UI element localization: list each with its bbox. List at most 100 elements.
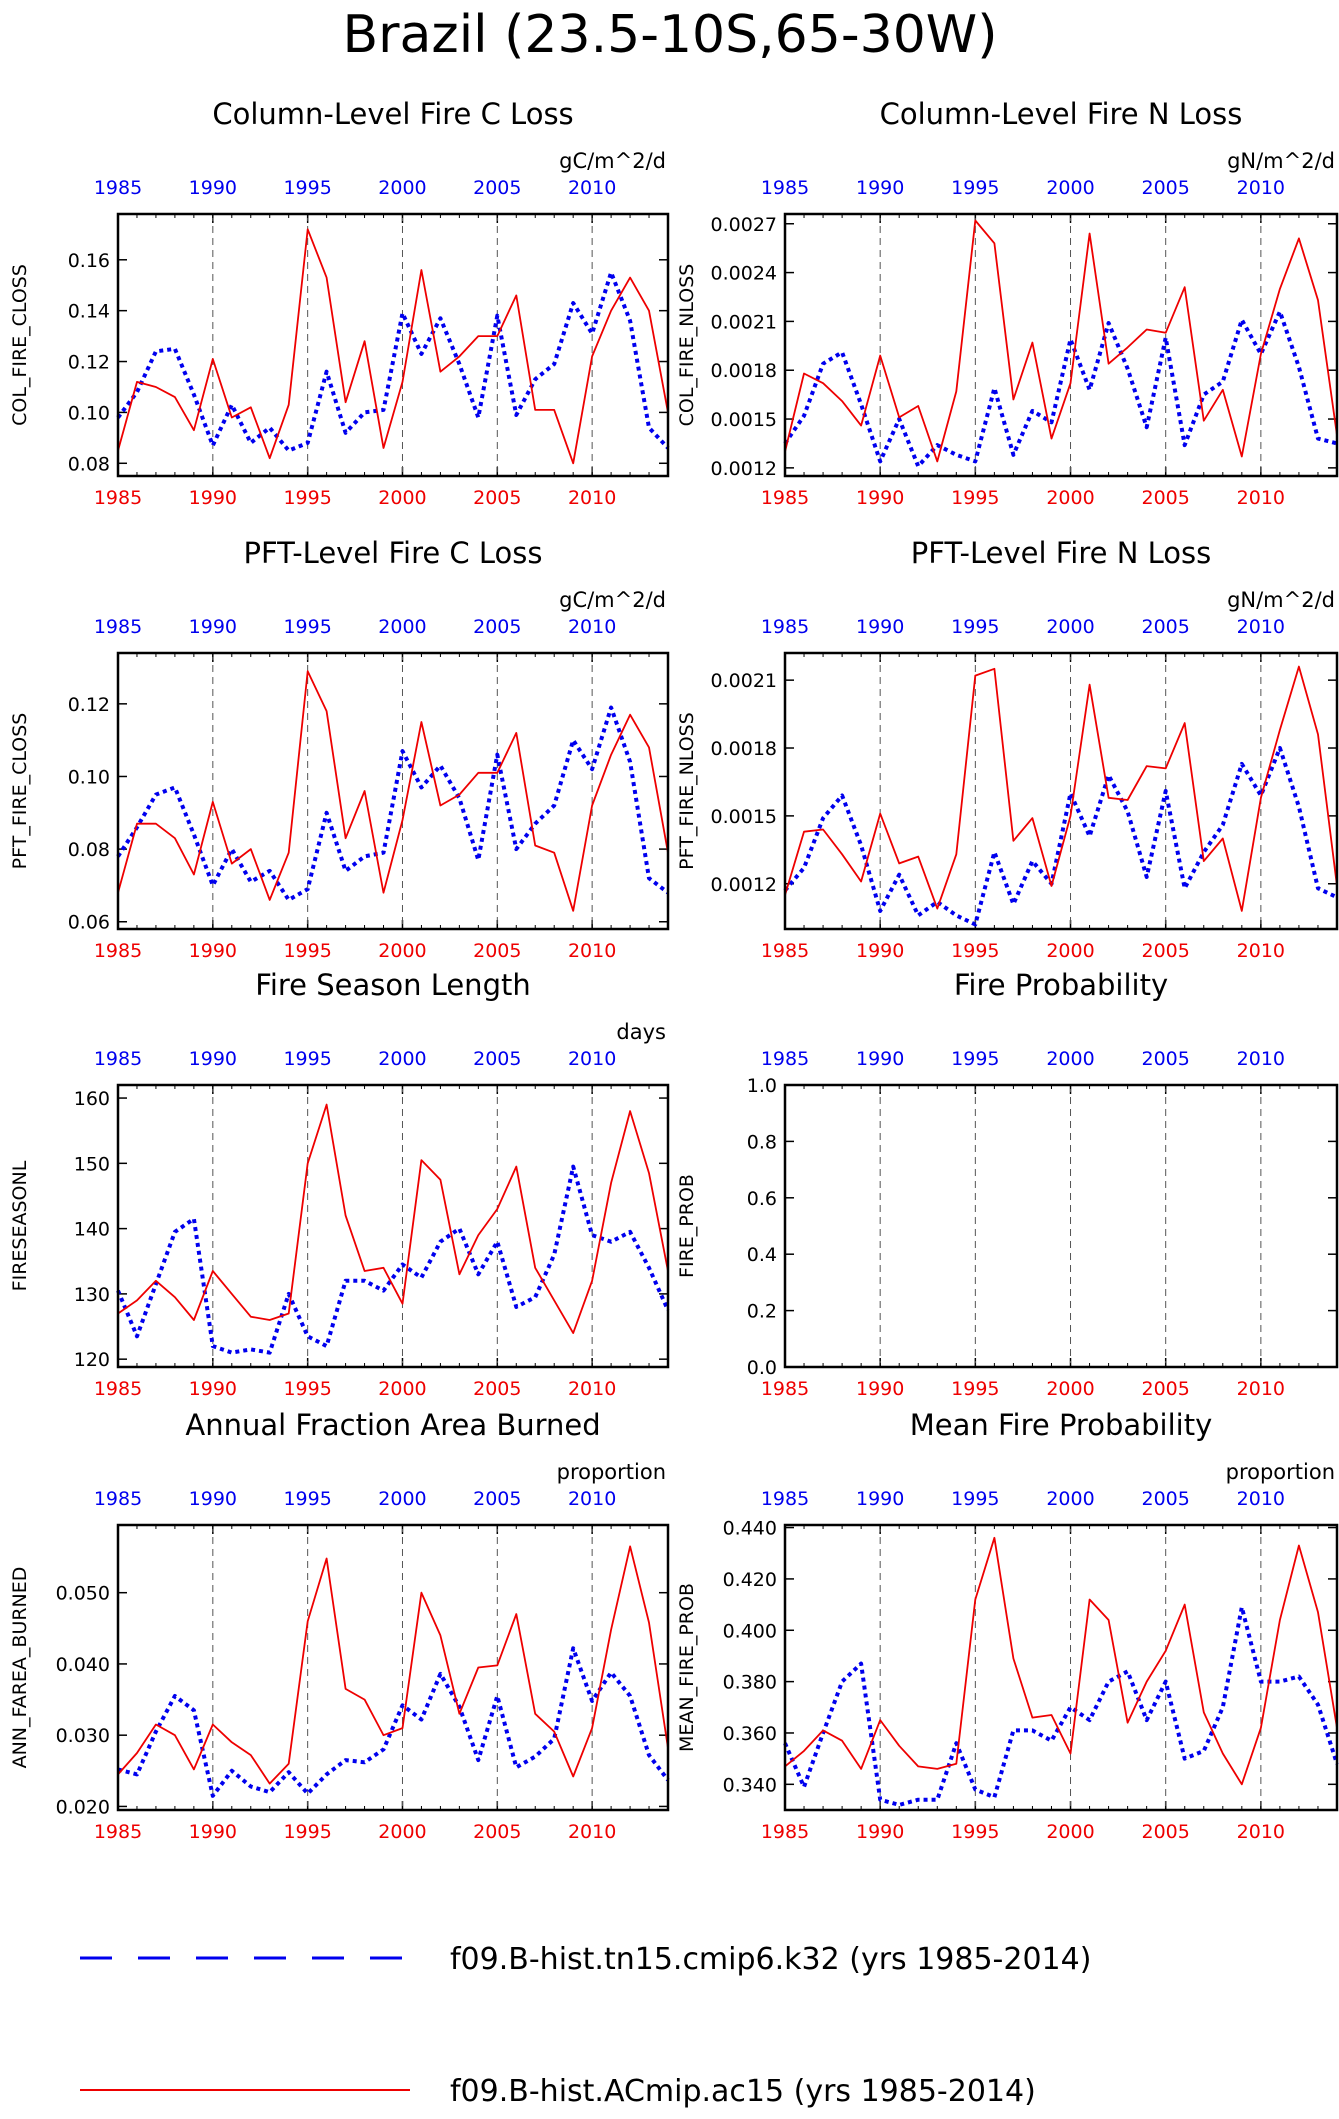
bottom-tick-label: 1990 — [189, 487, 237, 509]
top-tick-label: 2005 — [473, 1488, 521, 1510]
y-tick-label: 0.16 — [68, 250, 110, 272]
top-tick-label: 2010 — [1237, 177, 1285, 199]
panel-7: Annual Fraction Area Burned proportion 198… — [9, 1408, 670, 1843]
panel-units: proportion — [1226, 1460, 1335, 1484]
top-tick-label: 1990 — [856, 1048, 904, 1070]
bottom-tick-label: 1990 — [856, 1821, 904, 1843]
plot-frame — [783, 651, 1339, 931]
top-tick-label: 1990 — [856, 1488, 904, 1510]
figure-title: Brazil (23.5-10S,65-30W) — [343, 5, 998, 65]
series-b-line — [784, 665, 1338, 912]
top-tick-label: 2000 — [1046, 1488, 1094, 1510]
top-tick-label: 2005 — [1142, 1488, 1190, 1510]
y-tick-label: 0.040 — [56, 1654, 110, 1676]
y-tick-label: 130 — [74, 1284, 110, 1306]
panel-units: proportion — [557, 1460, 666, 1484]
top-tick-label: 2010 — [568, 616, 616, 638]
top-tick-label: 1985 — [761, 1488, 809, 1510]
top-tick-label: 2000 — [1046, 616, 1094, 638]
bottom-tick-label: 1990 — [856, 1378, 904, 1400]
y-tick-label: 0.0015 — [711, 806, 777, 828]
panel-title: Fire Probability — [954, 968, 1168, 1002]
y-axis-label: COL_FIRE_CLOSS — [9, 264, 31, 426]
bottom-tick-label: 2010 — [1237, 487, 1285, 509]
y-tick-label: 0.0015 — [711, 409, 777, 431]
y-tick-label: 160 — [74, 1088, 110, 1110]
panel-title: PFT-Level Fire C Loss — [244, 536, 543, 570]
y-tick-label: 0.0021 — [711, 670, 777, 692]
bottom-tick-label: 1985 — [94, 940, 142, 962]
top-tick-label: 1990 — [189, 177, 237, 199]
top-tick-label: 2005 — [473, 616, 521, 638]
top-tick-label: 2000 — [378, 1488, 426, 1510]
y-tick-label: 1.0 — [747, 1075, 777, 1097]
series-b-line — [117, 670, 669, 912]
panel-title: Mean Fire Probability — [910, 1408, 1213, 1442]
top-tick-label: 1990 — [856, 616, 904, 638]
y-tick-label: 140 — [74, 1219, 110, 1241]
y-tick-label: 0.6 — [747, 1188, 777, 1210]
bottom-tick-label: 2005 — [473, 940, 521, 962]
y-tick-label: 0.0012 — [711, 458, 777, 480]
plot-frame — [783, 1523, 1339, 1812]
panel-title: Fire Season Length — [255, 968, 530, 1002]
panel-4: PFT-Level Fire N Loss gN/m^2/d 1985 1985 199… — [676, 536, 1339, 962]
top-tick-label: 1995 — [951, 1488, 999, 1510]
bottom-tick-label: 2000 — [1046, 487, 1094, 509]
y-tick-label: 0.12 — [68, 352, 110, 374]
top-tick-label: 1995 — [951, 1048, 999, 1070]
y-tick-label: 0.08 — [68, 453, 110, 475]
series-a-line — [783, 746, 1338, 927]
bottom-tick-label: 1995 — [283, 1821, 331, 1843]
top-tick-label: 2000 — [378, 1048, 426, 1070]
y-tick-label: 0.14 — [68, 301, 110, 323]
bottom-tick-label: 1985 — [761, 487, 809, 509]
top-tick-label: 1990 — [856, 177, 904, 199]
top-tick-label: 1995 — [951, 616, 999, 638]
bottom-tick-label: 2010 — [1237, 1378, 1285, 1400]
y-tick-label: 150 — [74, 1153, 110, 1175]
y-axis-label: PFT_FIRE_NLOSS — [676, 712, 698, 870]
y-tick-label: 0.12 — [68, 694, 110, 716]
y-tick-label: 0.400 — [723, 1620, 777, 1642]
top-tick-label: 1985 — [94, 177, 142, 199]
bottom-tick-label: 2005 — [1142, 940, 1190, 962]
top-tick-label: 1985 — [94, 616, 142, 638]
top-tick-label: 2005 — [1142, 177, 1190, 199]
top-tick-label: 1995 — [951, 177, 999, 199]
bottom-tick-label: 1995 — [283, 940, 331, 962]
bottom-tick-label: 2000 — [1046, 1378, 1094, 1400]
bottom-tick-label: 1990 — [856, 940, 904, 962]
y-axis-label: COL_FIRE_NLOSS — [676, 264, 698, 427]
y-tick-label: 0.8 — [747, 1131, 777, 1153]
y-tick-label: 0.420 — [723, 1569, 777, 1591]
plot-frame — [783, 1083, 1339, 1369]
bottom-tick-label: 1995 — [951, 1378, 999, 1400]
bottom-tick-label: 2000 — [378, 940, 426, 962]
y-tick-label: 0.360 — [723, 1723, 777, 1745]
series-b-line — [117, 228, 669, 465]
series-b-line — [784, 1536, 1338, 1786]
top-tick-label: 2010 — [1237, 1488, 1285, 1510]
y-axis-label: FIRE_PROB — [676, 1174, 698, 1278]
y-axis-label: MEAN_FIRE_PROB — [676, 1583, 698, 1752]
bottom-tick-label: 2005 — [1142, 1378, 1190, 1400]
legend-label-series-a: f09.B-hist.tn15.cmip6.k32 (yrs 1985-2014… — [450, 1942, 1091, 1977]
bottom-tick-label: 2000 — [378, 1821, 426, 1843]
y-tick-label: 0.10 — [68, 766, 110, 788]
series-a-line — [116, 705, 670, 902]
bottom-tick-label: 1990 — [856, 487, 904, 509]
y-axis-label: ANN_FAREA_BURNED — [9, 1567, 31, 1769]
plot-frame — [116, 1523, 670, 1812]
y-tick-label: 0.030 — [56, 1725, 110, 1747]
bottom-tick-label: 1990 — [189, 1821, 237, 1843]
panel-title: Column-Level Fire N Loss — [880, 97, 1243, 131]
series-a-line — [117, 1646, 670, 1798]
y-tick-label: 0.10 — [68, 402, 110, 424]
legend: f09.B-hist.tn15.cmip6.k32 (yrs 1985-2014… — [80, 1942, 1091, 2109]
y-tick-label: 120 — [74, 1349, 110, 1371]
bottom-tick-label: 1995 — [951, 940, 999, 962]
top-tick-label: 2005 — [1142, 1048, 1190, 1070]
panel-5: Fire Season Length days 1985 1985 1990 1990 19… — [9, 968, 670, 1400]
